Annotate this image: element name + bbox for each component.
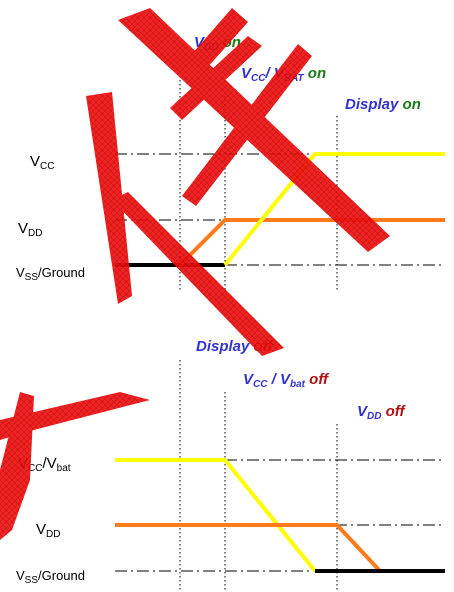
event-vcc-vbat-off: VCC / Vbat off bbox=[243, 371, 330, 390]
event-vdd-off: VDD off bbox=[357, 403, 407, 422]
vdd-off-trace bbox=[115, 523, 382, 573]
vcc-off-trace bbox=[115, 458, 317, 573]
power-off-section: VCC/Vbat VDD VSS/Ground Display off VCC … bbox=[16, 338, 445, 592]
watermark-stroke bbox=[170, 36, 262, 120]
vdd-off-label: VDD bbox=[36, 521, 60, 540]
vcc-trace bbox=[223, 152, 445, 267]
vss-label: VSS/Ground bbox=[16, 265, 85, 283]
vdd-trace bbox=[178, 218, 445, 267]
watermark-strokes bbox=[0, 8, 390, 540]
watermark-stroke bbox=[86, 92, 132, 304]
watermark-stroke bbox=[178, 8, 248, 78]
event-display-on: Display on bbox=[345, 96, 421, 113]
watermark-stroke bbox=[0, 392, 150, 440]
watermark-stroke bbox=[182, 44, 312, 206]
vss-off-label: VSS/Ground bbox=[16, 568, 85, 586]
vcc-label: VCC bbox=[30, 153, 54, 172]
watermark-stroke bbox=[112, 192, 284, 356]
vdd-label: VDD bbox=[18, 220, 42, 239]
